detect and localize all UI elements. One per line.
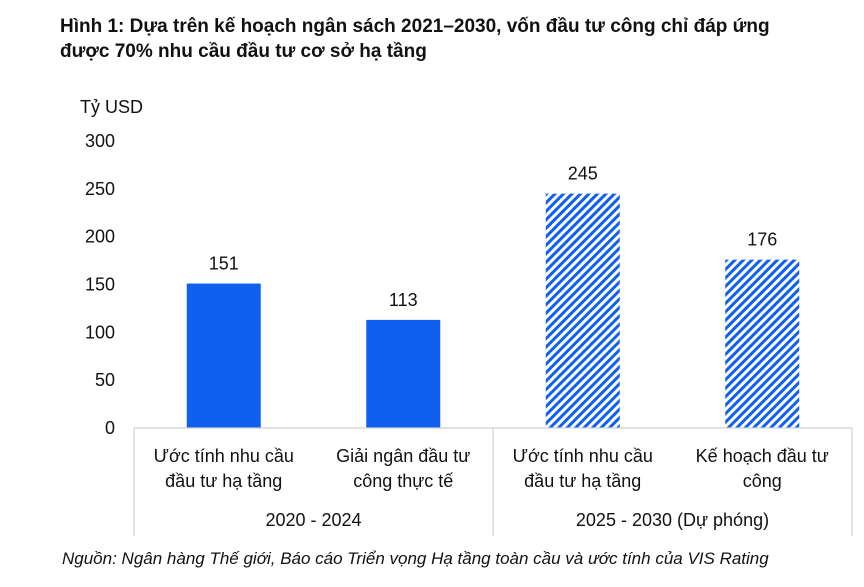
y-axis-ticks: 0 50 100 150 200 250 300: [85, 131, 115, 438]
chart-title: Hình 1: Dựa trên kế hoạch ngân sách 2021…: [60, 14, 860, 64]
category-label: Giải ngân đầu tư: [336, 446, 470, 466]
category-label: Kế hoạch đầu tư: [696, 446, 829, 466]
bars: [186, 193, 800, 428]
data-label: 151: [209, 254, 239, 274]
y-tick-label: 50: [95, 370, 115, 390]
bar: [545, 193, 620, 428]
source-note: Nguồn: Ngân hàng Thế giới, Báo cáo Triển…: [62, 549, 769, 568]
data-label: 176: [747, 230, 777, 250]
x-axis-group-labels: 2020 - 2024 2025 - 2030 (Dự phóng): [265, 510, 769, 530]
group-label: 2020 - 2024: [265, 510, 361, 530]
data-label: 245: [568, 164, 598, 184]
x-axis-category-labels: Ước tính nhu cầu đầu tư hạ tầng Giải ngân …: [154, 446, 829, 491]
y-tick-label: 300: [85, 131, 115, 151]
category-label: Ước tính nhu cầu: [154, 446, 294, 466]
bar: [186, 283, 261, 428]
category-label: công: [743, 471, 782, 491]
chart-title-line-1: Hình 1: Dựa trên kế hoạch ngân sách 2021…: [60, 16, 770, 37]
y-tick-label: 250: [85, 179, 115, 199]
bar: [725, 259, 800, 428]
category-label: đầu tư hạ tầng: [524, 471, 641, 491]
y-tick-label: 200: [85, 227, 115, 247]
group-label: 2025 - 2030 (Dự phóng): [576, 510, 769, 530]
y-axis-title: Tỷ USD: [80, 97, 143, 117]
category-label: công thực tế: [353, 471, 453, 491]
data-labels: 151 113 245 176: [209, 164, 778, 310]
y-tick-label: 0: [105, 418, 115, 438]
y-tick-label: 150: [85, 275, 115, 295]
category-label: Ước tính nhu cầu: [513, 446, 653, 466]
bar: [366, 319, 441, 428]
chart-title-line-2: được 70% nhu cầu đầu tư cơ sở hạ tầng: [60, 41, 427, 62]
y-tick-label: 100: [85, 322, 115, 342]
data-label: 113: [389, 290, 418, 310]
x-axis-dividers: [133, 427, 853, 536]
category-label: đầu tư hạ tầng: [165, 471, 282, 491]
